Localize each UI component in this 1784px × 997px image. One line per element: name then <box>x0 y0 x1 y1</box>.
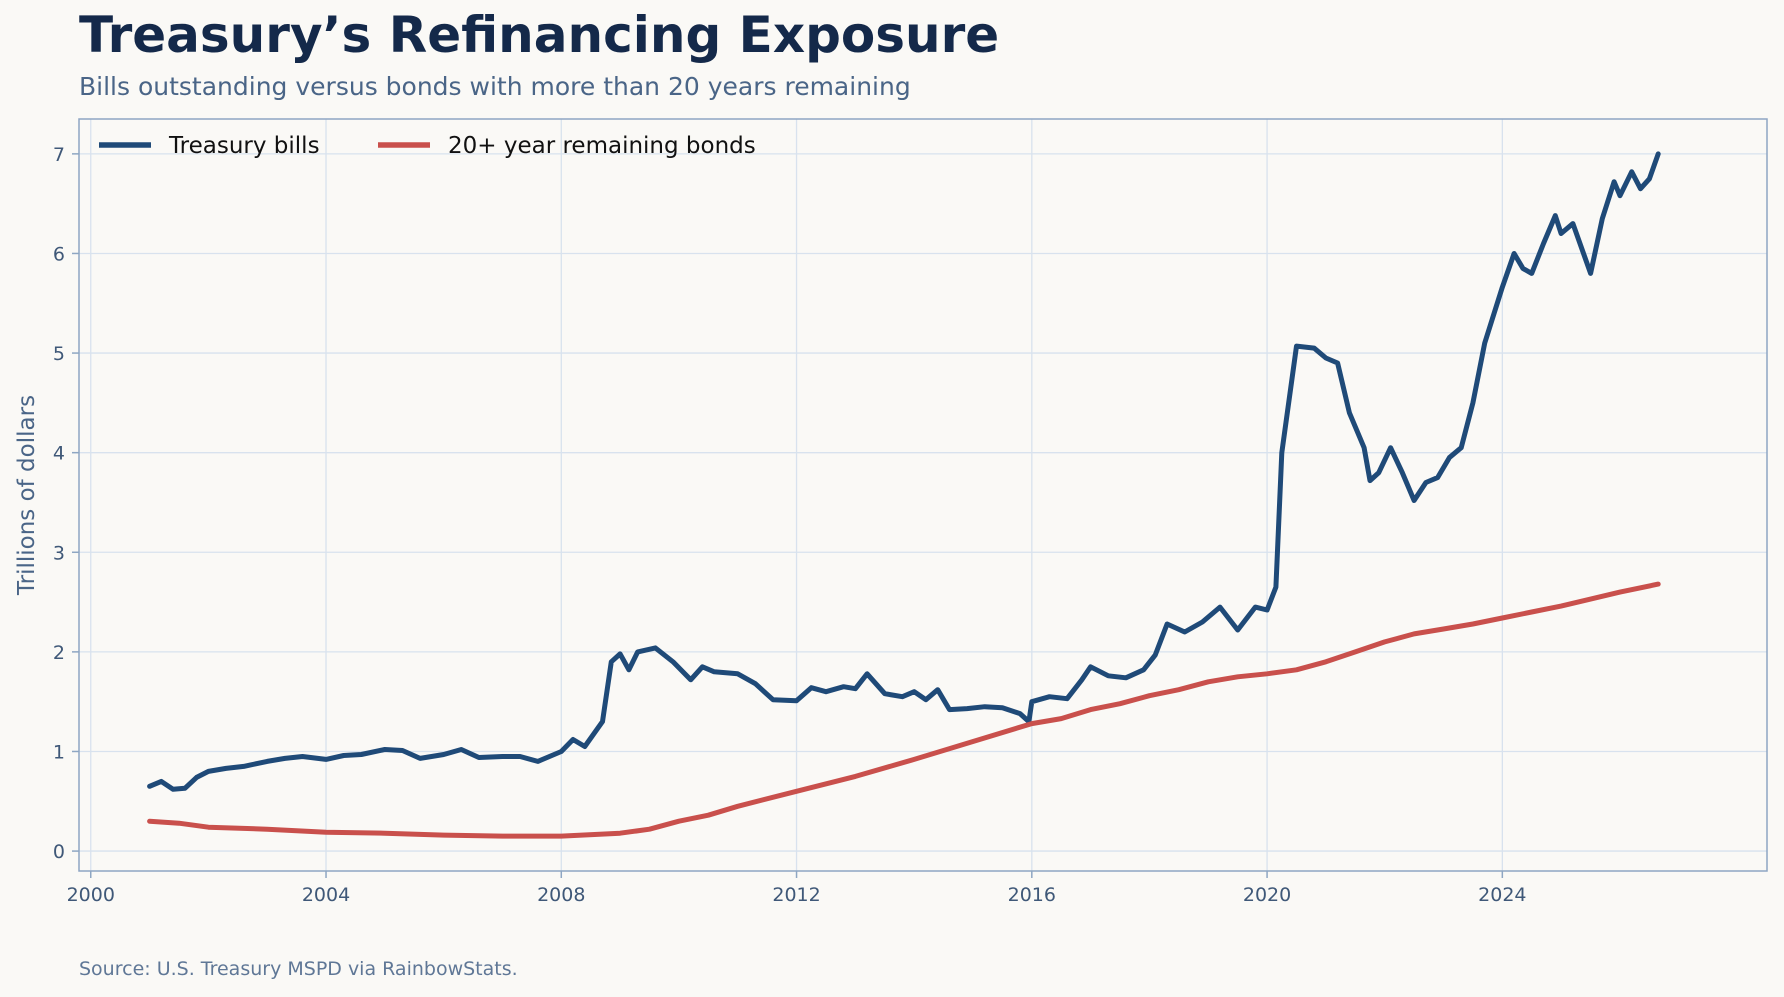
y-tick-label: 0 <box>53 841 65 863</box>
y-tick-label: 2 <box>53 642 65 664</box>
legend: Treasury bills 20+ year remaining bonds <box>99 133 756 159</box>
x-tick-label: 2004 <box>302 884 350 906</box>
y-tick-label: 6 <box>53 243 65 265</box>
line-chart: 2000 2004 2008 2012 2016 2020 2024 0 1 2 3 4 5 6 7 Tre… <box>14 118 1768 906</box>
y-tick-label: 5 <box>53 343 65 365</box>
x-tick-label: 2008 <box>537 884 585 906</box>
x-tick-label: 2020 <box>1243 884 1291 906</box>
source-note: Source: U.S. Treasury MSPD via RainbowSt… <box>79 958 518 980</box>
y-tick-label: 3 <box>53 542 65 564</box>
bonds-20yr-line <box>147 581 1661 839</box>
series-layer <box>147 151 1661 839</box>
y-axis-label: Trillions of dollars <box>14 395 40 596</box>
y-tick-label: 4 <box>53 443 65 465</box>
treasury-bills-line <box>147 151 1661 792</box>
legend-label: 20+ year remaining bonds <box>448 133 756 159</box>
y-tick-label: 1 <box>53 741 65 763</box>
grid-lines <box>79 119 1767 871</box>
legend-label: Treasury bills <box>168 133 320 159</box>
y-tick-label: 7 <box>53 144 65 166</box>
axis-ticks: 2000 2004 2008 2012 2016 2020 2024 0 1 2 3 4 5 6 7 <box>53 144 1527 906</box>
chart-subtitle: Bills outstanding versus bonds with more… <box>79 72 911 101</box>
chart-title: Treasury’s Refinancing Exposure <box>79 6 1000 64</box>
x-tick-label: 2000 <box>67 884 115 906</box>
x-tick-label: 2016 <box>1008 884 1056 906</box>
x-tick-label: 2024 <box>1478 884 1526 906</box>
x-tick-label: 2012 <box>772 884 820 906</box>
plot-frame <box>78 118 1768 872</box>
